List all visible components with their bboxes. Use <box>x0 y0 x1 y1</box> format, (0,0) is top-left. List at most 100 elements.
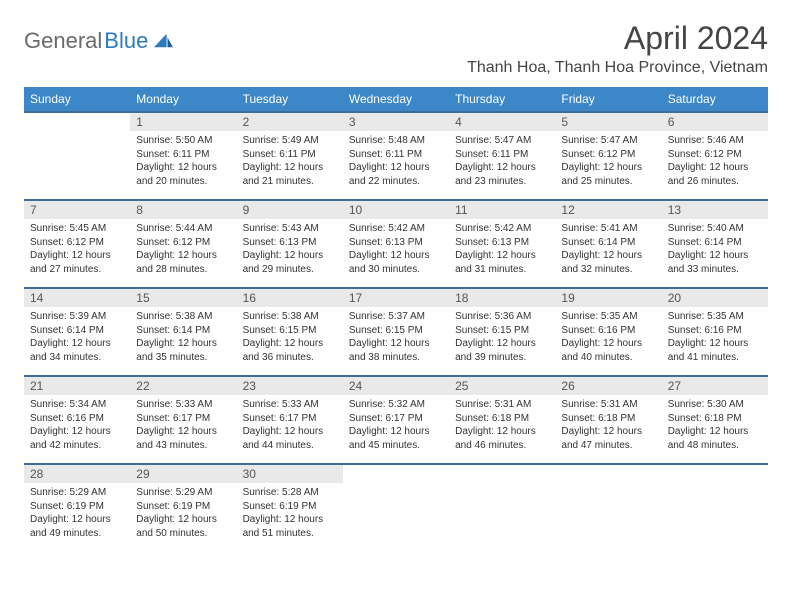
sunrise-text: Sunrise: 5:29 AM <box>30 486 124 500</box>
day-number: 5 <box>555 113 661 131</box>
day-details: Sunrise: 5:31 AMSunset: 6:18 PMDaylight:… <box>555 395 661 456</box>
day-number: 13 <box>662 201 768 219</box>
daylight-text: Daylight: 12 hours and 23 minutes. <box>455 161 549 188</box>
sunrise-text: Sunrise: 5:35 AM <box>668 310 762 324</box>
day-number: 4 <box>449 113 555 131</box>
weekday-header: Thursday <box>449 87 555 112</box>
calendar-day-cell: 22Sunrise: 5:33 AMSunset: 6:17 PMDayligh… <box>130 376 236 464</box>
day-details: Sunrise: 5:33 AMSunset: 6:17 PMDaylight:… <box>130 395 236 456</box>
weekday-header: Wednesday <box>343 87 449 112</box>
day-number: 23 <box>237 377 343 395</box>
sunset-text: Sunset: 6:18 PM <box>561 412 655 426</box>
calendar-day-cell: 5Sunrise: 5:47 AMSunset: 6:12 PMDaylight… <box>555 112 661 200</box>
sunset-text: Sunset: 6:16 PM <box>30 412 124 426</box>
sunrise-text: Sunrise: 5:43 AM <box>243 222 337 236</box>
sunset-text: Sunset: 6:16 PM <box>561 324 655 338</box>
day-details: Sunrise: 5:39 AMSunset: 6:14 PMDaylight:… <box>24 307 130 368</box>
sunrise-text: Sunrise: 5:31 AM <box>455 398 549 412</box>
calendar-week-row: 7Sunrise: 5:45 AMSunset: 6:12 PMDaylight… <box>24 200 768 288</box>
daylight-text: Daylight: 12 hours and 44 minutes. <box>243 425 337 452</box>
daylight-text: Daylight: 12 hours and 31 minutes. <box>455 249 549 276</box>
daylight-text: Daylight: 12 hours and 25 minutes. <box>561 161 655 188</box>
calendar-day-cell: 23Sunrise: 5:33 AMSunset: 6:17 PMDayligh… <box>237 376 343 464</box>
calendar-header: Sunday Monday Tuesday Wednesday Thursday… <box>24 87 768 112</box>
daylight-text: Daylight: 12 hours and 38 minutes. <box>349 337 443 364</box>
day-number: 1 <box>130 113 236 131</box>
day-number: 14 <box>24 289 130 307</box>
sunrise-text: Sunrise: 5:42 AM <box>349 222 443 236</box>
day-details: Sunrise: 5:42 AMSunset: 6:13 PMDaylight:… <box>449 219 555 280</box>
daylight-text: Daylight: 12 hours and 42 minutes. <box>30 425 124 452</box>
calendar-day-cell: 11Sunrise: 5:42 AMSunset: 6:13 PMDayligh… <box>449 200 555 288</box>
daylight-text: Daylight: 12 hours and 33 minutes. <box>668 249 762 276</box>
sunrise-text: Sunrise: 5:34 AM <box>30 398 124 412</box>
day-number: 24 <box>343 377 449 395</box>
sunset-text: Sunset: 6:13 PM <box>349 236 443 250</box>
day-details: Sunrise: 5:48 AMSunset: 6:11 PMDaylight:… <box>343 131 449 192</box>
daylight-text: Daylight: 12 hours and 45 minutes. <box>349 425 443 452</box>
month-title: April 2024 <box>467 20 768 57</box>
calendar-day-cell: 28 Sunrise: 5:29 AMSunset: 6:19 PMDayligh… <box>24 464 130 552</box>
sunrise-text: Sunrise: 5:42 AM <box>455 222 549 236</box>
logo-text-general: General <box>24 28 102 54</box>
sunrise-text: Sunrise: 5:46 AM <box>668 134 762 148</box>
day-details: Sunrise: 5:47 AMSunset: 6:12 PMDaylight:… <box>555 131 661 192</box>
sunset-text: Sunset: 6:15 PM <box>349 324 443 338</box>
calendar-day-cell: 3Sunrise: 5:48 AMSunset: 6:11 PMDaylight… <box>343 112 449 200</box>
daylight-text: Daylight: 12 hours and 47 minutes. <box>561 425 655 452</box>
sunrise-text: Sunrise: 5:38 AM <box>136 310 230 324</box>
daylight-text: Daylight: 12 hours and 22 minutes. <box>349 161 443 188</box>
sunset-text: Sunset: 6:15 PM <box>455 324 549 338</box>
weekday-header: Tuesday <box>237 87 343 112</box>
sunrise-text: Sunrise: 5:40 AM <box>668 222 762 236</box>
daylight-text: Daylight: 12 hours and 29 minutes. <box>243 249 337 276</box>
calendar-day-cell: 4Sunrise: 5:47 AMSunset: 6:11 PMDaylight… <box>449 112 555 200</box>
weekday-header: Sunday <box>24 87 130 112</box>
calendar-day-cell: 29Sunrise: 5:29 AMSunset: 6:19 PMDayligh… <box>130 464 236 552</box>
daylight-text: Daylight: 12 hours and 30 minutes. <box>349 249 443 276</box>
sunrise-text: Sunrise: 5:36 AM <box>455 310 549 324</box>
daylight-text: Daylight: 12 hours and 26 minutes. <box>668 161 762 188</box>
calendar-day-cell: 18Sunrise: 5:36 AMSunset: 6:15 PMDayligh… <box>449 288 555 376</box>
daylight-text: Daylight: 12 hours and 20 minutes. <box>136 161 230 188</box>
sunset-text: Sunset: 6:19 PM <box>136 500 230 514</box>
sunset-text: Sunset: 6:18 PM <box>668 412 762 426</box>
sunset-text: Sunset: 6:13 PM <box>243 236 337 250</box>
calendar-day-cell: 20Sunrise: 5:35 AMSunset: 6:16 PMDayligh… <box>662 288 768 376</box>
day-details: Sunrise: 5:47 AMSunset: 6:11 PMDaylight:… <box>449 131 555 192</box>
calendar-day-cell: 15Sunrise: 5:38 AMSunset: 6:14 PMDayligh… <box>130 288 236 376</box>
day-number: 28 <box>24 465 130 483</box>
logo: GeneralBlue <box>24 20 174 54</box>
day-details: Sunrise: 5:35 AMSunset: 6:16 PMDaylight:… <box>662 307 768 368</box>
calendar-day-cell: 8Sunrise: 5:44 AMSunset: 6:12 PMDaylight… <box>130 200 236 288</box>
day-number: 3 <box>343 113 449 131</box>
day-number: 29 <box>130 465 236 483</box>
sunrise-text: Sunrise: 5:47 AM <box>561 134 655 148</box>
sunset-text: Sunset: 6:19 PM <box>243 500 337 514</box>
day-number: 10 <box>343 201 449 219</box>
sunset-text: Sunset: 6:11 PM <box>455 148 549 162</box>
sunset-text: Sunset: 6:14 PM <box>561 236 655 250</box>
calendar-day-cell: 1Sunrise: 5:50 AMSunset: 6:11 PMDaylight… <box>130 112 236 200</box>
daylight-text: Daylight: 12 hours and 36 minutes. <box>243 337 337 364</box>
day-details: Sunrise: 5:41 AMSunset: 6:14 PMDaylight:… <box>555 219 661 280</box>
day-details: Sunrise: 5:49 AMSunset: 6:11 PMDaylight:… <box>237 131 343 192</box>
sunrise-text: Sunrise: 5:45 AM <box>30 222 124 236</box>
sunrise-text: Sunrise: 5:48 AM <box>349 134 443 148</box>
sunset-text: Sunset: 6:14 PM <box>30 324 124 338</box>
day-details: Sunrise: 5:43 AMSunset: 6:13 PMDaylight:… <box>237 219 343 280</box>
calendar-day-cell: 7Sunrise: 5:45 AMSunset: 6:12 PMDaylight… <box>24 200 130 288</box>
calendar-day-cell <box>343 464 449 552</box>
day-number: 18 <box>449 289 555 307</box>
sunrise-text: Sunrise: 5:32 AM <box>349 398 443 412</box>
sunrise-text: Sunrise: 5:41 AM <box>561 222 655 236</box>
sunrise-text: Sunrise: 5:33 AM <box>243 398 337 412</box>
day-number: 30 <box>237 465 343 483</box>
sunset-text: Sunset: 6:13 PM <box>455 236 549 250</box>
day-details: Sunrise: 5:36 AMSunset: 6:15 PMDaylight:… <box>449 307 555 368</box>
daylight-text: Daylight: 12 hours and 49 minutes. <box>30 513 124 540</box>
day-details: Sunrise: 5:46 AMSunset: 6:12 PMDaylight:… <box>662 131 768 192</box>
sunrise-text: Sunrise: 5:39 AM <box>30 310 124 324</box>
daylight-text: Daylight: 12 hours and 27 minutes. <box>30 249 124 276</box>
sunset-text: Sunset: 6:19 PM <box>30 500 124 514</box>
